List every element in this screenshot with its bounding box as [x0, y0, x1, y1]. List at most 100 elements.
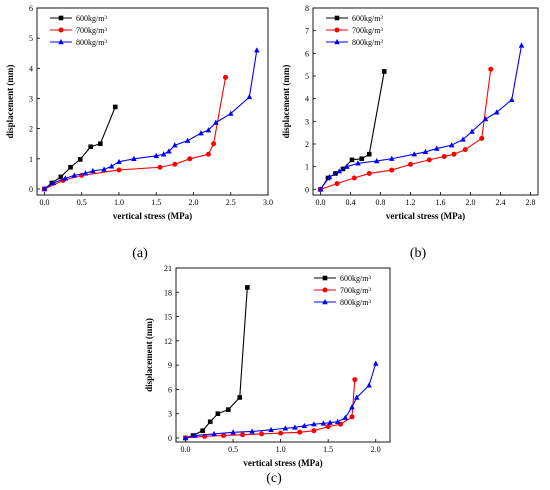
data-point: [172, 161, 178, 167]
x-tick-label: 2.0: [466, 198, 476, 207]
data-point: [131, 155, 137, 162]
data-point: [213, 119, 219, 125]
series-line: [320, 71, 385, 190]
data-point: [187, 156, 193, 162]
data-point: [349, 414, 355, 420]
x-axis-label: vertical stress (MPa): [386, 211, 465, 221]
data-point: [433, 145, 440, 151]
y-tick-label: 1: [305, 163, 309, 172]
x-tick-label: 0.8: [376, 198, 386, 207]
x-tick-label: 0.0: [181, 445, 191, 454]
data-point: [451, 151, 457, 157]
data-point: [342, 414, 349, 420]
x-tick-label: 2.8: [526, 198, 536, 207]
data-point: [334, 181, 340, 187]
x-tick-label: 1.5: [151, 198, 161, 207]
data-point: [311, 421, 317, 427]
x-tick-label: 2.0: [188, 198, 198, 207]
data-point: [462, 147, 468, 153]
data-point: [153, 152, 160, 158]
legend-label: 800kg/m³: [352, 38, 383, 47]
data-point: [408, 161, 413, 167]
x-tick-label: 0.5: [228, 445, 238, 454]
y-tick-label: 6: [305, 49, 309, 58]
legend-marker: [334, 27, 340, 33]
data-point: [268, 426, 274, 433]
x-axis-label: vertical stress (MPa): [113, 211, 192, 221]
data-point: [317, 186, 324, 192]
series-2: [41, 74, 229, 192]
series-2: [318, 66, 494, 192]
legend-label: 600kg/m³: [76, 14, 107, 23]
data-point: [311, 428, 317, 434]
legend-marker: [58, 15, 64, 21]
data-point: [493, 109, 500, 115]
x-tick-label: 3.0: [263, 198, 273, 207]
data-point: [116, 167, 122, 173]
data-point: [488, 66, 494, 72]
data-point: [108, 163, 115, 169]
x-tick-label: 0.4: [346, 198, 356, 207]
data-point: [372, 360, 379, 366]
plot-frame: [36, 7, 269, 196]
data-point: [50, 179, 57, 186]
series-2: [183, 377, 358, 441]
legend-label: 600kg/m³: [352, 14, 383, 23]
chart-panel-2: 0.0 0.4 0.8 1.2 1.6 2.0 2.4 2.8 0 1 2 3 4 5 6 7 8 vertica…: [281, 4, 539, 261]
data-point: [388, 155, 395, 161]
data-point: [249, 428, 255, 434]
y-tick-label: 3: [168, 410, 172, 419]
data-point: [182, 434, 189, 441]
y-tick-label: 0: [305, 185, 309, 194]
data-point: [58, 174, 64, 180]
x-tick-label: 2.5: [226, 198, 236, 207]
series-3: [317, 42, 525, 192]
data-point: [349, 404, 355, 410]
data-point: [82, 170, 89, 176]
plot-frame: [175, 267, 391, 443]
data-point: [215, 411, 221, 416]
y-tick-label: 0: [168, 434, 172, 443]
series-line: [185, 363, 377, 439]
data-point: [482, 116, 489, 122]
y-tick-label: 6: [168, 385, 172, 394]
y-axis-label: displacement (mm): [5, 65, 15, 139]
series-1: [42, 104, 118, 192]
data-point: [160, 151, 167, 157]
panel-label: (a): [132, 246, 148, 261]
data-point: [192, 432, 198, 438]
y-tick-label: 15: [164, 313, 172, 322]
data-point: [334, 418, 341, 424]
data-point: [259, 431, 265, 437]
data-point: [448, 142, 455, 148]
legend-label: 800kg/m³: [340, 298, 371, 307]
data-point: [211, 141, 217, 147]
data-point: [441, 153, 447, 159]
y-tick-label: 12: [164, 337, 172, 346]
data-point: [411, 151, 418, 157]
legend-label: 600kg/m³: [340, 274, 371, 283]
series-3: [182, 360, 379, 441]
data-point: [469, 128, 475, 134]
y-tick-label: 5: [305, 72, 309, 81]
data-point: [422, 148, 429, 155]
x-tick-label: 1.0: [276, 445, 286, 454]
data-point: [41, 185, 48, 192]
data-point: [205, 151, 211, 157]
data-point: [246, 93, 253, 100]
y-tick-label: 9: [168, 361, 172, 370]
x-tick-label: 1.2: [406, 198, 416, 207]
panel-label: (c): [266, 471, 282, 486]
data-point: [292, 424, 298, 430]
data-point: [301, 422, 308, 429]
y-tick-label: 2: [305, 140, 309, 149]
chart-panel-1: 0.0 0.5 1.0 1.5 2.0 2.5 3.0 0 1 2 3 4 5 6 vertical str…: [5, 4, 273, 261]
data-point: [366, 151, 372, 157]
data-point: [351, 175, 357, 181]
x-tick-label: 0.0: [316, 198, 326, 207]
legend-marker: [334, 39, 340, 45]
legend-marker: [322, 275, 328, 281]
y-tick-label: 3: [29, 94, 33, 103]
data-point: [245, 285, 250, 290]
data-point: [282, 425, 289, 431]
